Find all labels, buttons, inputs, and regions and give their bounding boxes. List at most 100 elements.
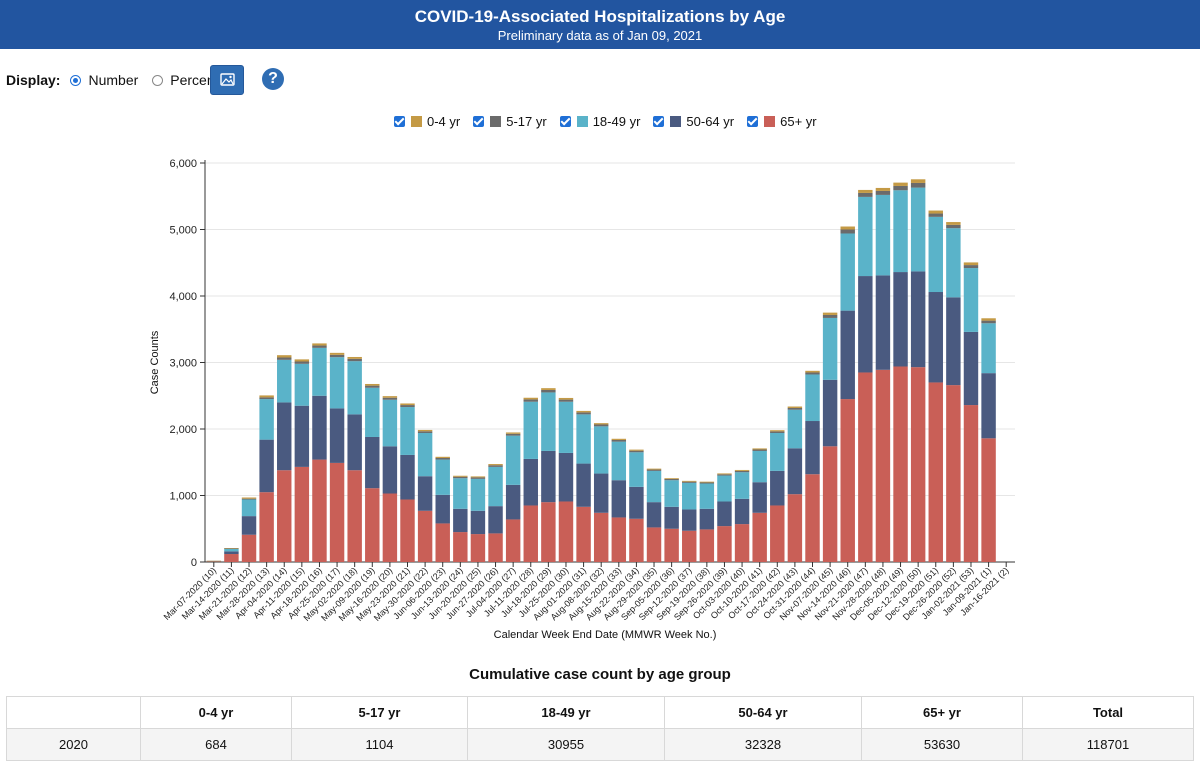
bar-segment <box>523 505 538 562</box>
bar-segment <box>488 465 503 467</box>
percent-radio[interactable] <box>152 74 164 86</box>
bar-segment <box>805 421 820 475</box>
bar-segment <box>576 414 591 464</box>
legend-item-18-49[interactable]: 18-49 yr <box>559 114 640 129</box>
display-toggle: Display: Number Percent <box>6 65 229 95</box>
legend-item-50-64[interactable]: 50-64 yr <box>653 114 734 129</box>
bar-segment <box>417 510 433 562</box>
bar-segment <box>259 439 274 493</box>
bar-segment <box>928 210 943 214</box>
bar-segment <box>928 213 943 217</box>
bar-segment <box>875 187 891 191</box>
bar-segment <box>277 359 292 403</box>
bar-segment <box>453 475 468 477</box>
page-subtitle: Preliminary data as of Jan 09, 2021 <box>497 28 703 43</box>
number-option-label[interactable]: Number <box>88 72 139 88</box>
bar-segment <box>435 523 450 562</box>
y-tick-label: 5,000 <box>169 225 197 237</box>
y-axis-label: Case Counts <box>149 330 161 394</box>
bar-segment <box>787 406 803 408</box>
bar-segment <box>646 469 662 471</box>
download-image-button[interactable] <box>210 65 244 95</box>
bar-segment <box>558 401 574 453</box>
bar-segment <box>470 477 486 479</box>
percent-option-label[interactable]: Percent <box>170 72 219 88</box>
bar-segment <box>858 372 873 562</box>
bar-segment <box>629 450 644 453</box>
table-header-cell: 18-49 yr <box>467 696 665 729</box>
bar-segment <box>875 369 891 562</box>
legend-swatch-0-4 <box>411 115 422 127</box>
bar-segment <box>893 272 908 367</box>
bar-segment <box>505 519 521 562</box>
legend-item-0-4[interactable]: 0-4 yr <box>394 114 460 129</box>
bar-segment <box>259 397 274 400</box>
bar-segment <box>664 506 679 529</box>
bar-segment <box>717 501 732 527</box>
bar-segment <box>787 494 803 562</box>
bar-segment <box>365 387 380 437</box>
bar-segment <box>312 395 327 460</box>
bar-segment <box>382 446 398 494</box>
help-button[interactable]: ? <box>262 68 284 90</box>
bar-segment <box>365 383 380 386</box>
bar-segment <box>488 533 503 562</box>
legend-item-65plus[interactable]: 65+ yr <box>747 114 817 129</box>
bar-segment <box>981 320 996 324</box>
bar-segment <box>294 405 310 467</box>
checkbox-5-17[interactable] <box>473 115 485 127</box>
bar-segment <box>382 493 398 562</box>
bar-segment <box>664 478 679 480</box>
bar-segment <box>294 359 310 362</box>
checkbox-0-4[interactable] <box>394 115 405 127</box>
display-label: Display: <box>6 72 61 88</box>
checkbox-18-49[interactable] <box>559 115 571 127</box>
bar-segment <box>365 436 380 489</box>
bar-segment <box>453 478 468 509</box>
y-tick-label: 6,000 <box>169 158 197 170</box>
bar-segment <box>946 224 961 229</box>
bar-segment <box>294 466 310 562</box>
bar-segment <box>277 355 292 358</box>
bar-segment <box>523 401 538 459</box>
bar-segment <box>840 310 855 400</box>
bar-segment <box>400 454 415 500</box>
bar-segment <box>770 505 785 562</box>
bar-segment <box>541 450 556 503</box>
bar-segment <box>259 399 274 440</box>
bar-segment <box>629 518 644 562</box>
table-cell: 2020 <box>6 728 141 761</box>
bar-segment <box>505 432 521 434</box>
bar-segment <box>752 449 767 451</box>
bar-segment <box>294 361 310 364</box>
legend-label-50-64: 50-64 yr <box>686 113 735 129</box>
checkbox-65plus[interactable] <box>747 115 759 127</box>
bar-segment <box>858 276 873 373</box>
legend-label-0-4: 0-4 yr <box>427 113 461 129</box>
table-header-cell: 65+ yr <box>861 696 1023 729</box>
table-cell: 53630 <box>861 728 1023 761</box>
bar-segment <box>453 532 468 562</box>
table-header-cell: 0-4 yr <box>140 696 292 729</box>
bar-segment <box>910 187 926 272</box>
bar-segment <box>576 506 591 562</box>
bar-segment <box>576 463 591 507</box>
bar-segment <box>541 388 556 390</box>
bar-segment <box>946 228 961 298</box>
bar-segment <box>241 497 257 499</box>
checkbox-50-64[interactable] <box>653 115 665 127</box>
bar-segment <box>717 526 732 562</box>
bar-segment <box>593 512 609 562</box>
bar-segment <box>329 357 345 409</box>
bar-segment <box>576 412 591 415</box>
bar-segment <box>734 524 750 562</box>
bar-segment <box>611 438 627 440</box>
number-radio[interactable] <box>70 74 82 86</box>
bar-segment <box>259 395 274 398</box>
bar-segment <box>734 469 750 471</box>
legend-item-5-17[interactable]: 5-17 yr <box>473 114 547 129</box>
bar-segment <box>682 480 697 482</box>
table-header-row: 0-4 yr 5-17 yr 18-49 yr 50-64 yr 65+ yr … <box>6 696 1194 729</box>
bar-segment <box>382 397 398 400</box>
bar-segment <box>682 481 697 483</box>
